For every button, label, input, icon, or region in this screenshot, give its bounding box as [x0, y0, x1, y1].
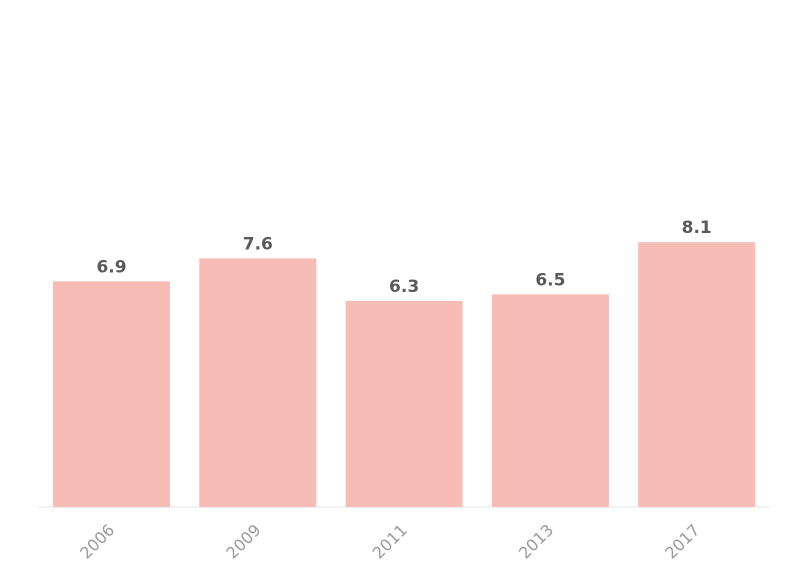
bar-value-label-2017: 8.1: [682, 218, 712, 238]
x-tick-label-2011: 2011: [369, 520, 411, 562]
bar-2006: [53, 281, 170, 507]
bar-2013: [491, 294, 609, 507]
x-tick-label-2017: 2017: [661, 520, 703, 562]
x-tick-labels-group: 2006 2009 2011 2013 2017: [76, 520, 703, 562]
x-tick-label-2006: 2006: [76, 520, 118, 562]
bar-2011: [345, 300, 463, 507]
bar-value-label-2009: 7.6: [243, 234, 273, 254]
bar-2009: [199, 258, 317, 507]
bar-value-label-2013: 6.5: [535, 270, 565, 290]
bars-group: [53, 242, 756, 507]
x-tick-label-2013: 2013: [515, 520, 557, 562]
x-tick-label-2009: 2009: [222, 520, 264, 562]
bar-value-label-2011: 6.3: [389, 277, 419, 297]
bar-2017: [638, 242, 756, 507]
bar-value-label-2006: 6.9: [96, 257, 126, 277]
value-labels-group: 6.9 7.6 6.3 6.5 8.1: [96, 218, 711, 297]
